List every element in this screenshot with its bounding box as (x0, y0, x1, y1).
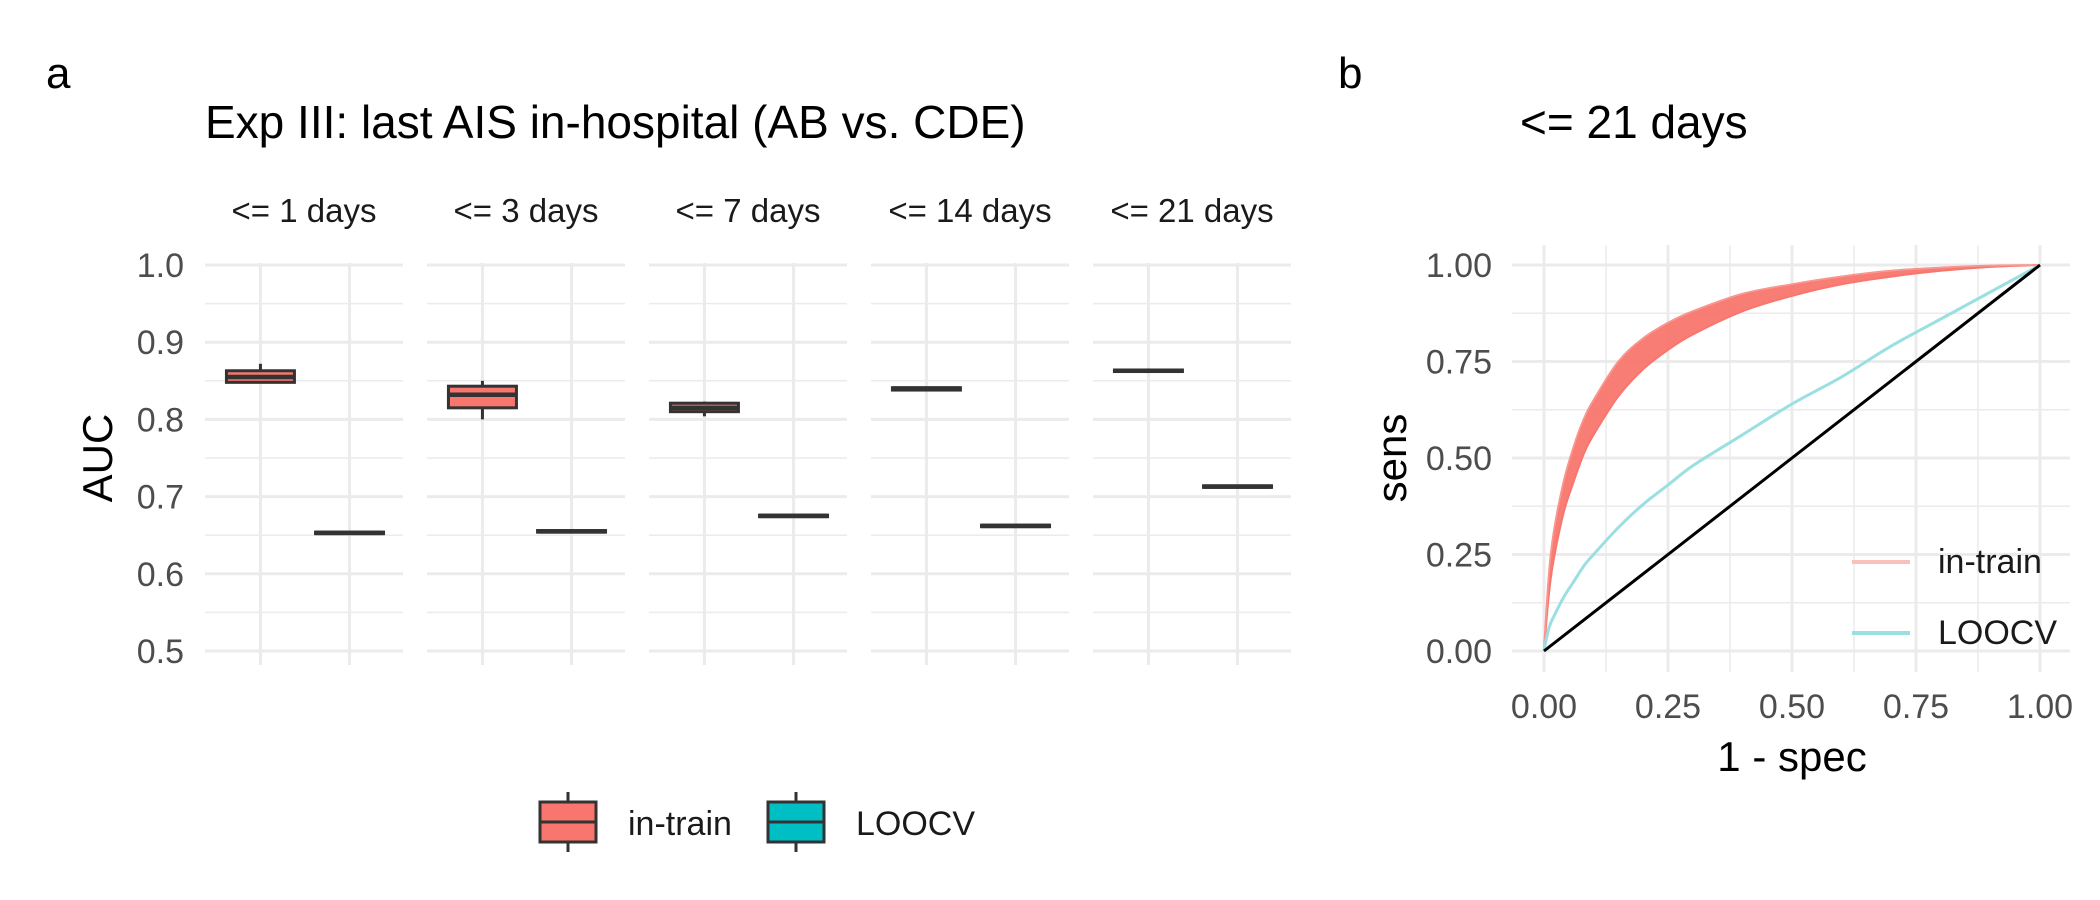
panel-b-x-tick-label: 0.75 (1883, 688, 1949, 726)
panel-a-grid (205, 263, 1291, 665)
facet-strip-label: <= 14 days (888, 192, 1051, 229)
panel-a-y-tick-label: 0.9 (137, 324, 184, 362)
chart-marks (224, 263, 2041, 852)
facet-strip-label: <= 3 days (454, 192, 599, 229)
panel-b-y-tick-label: 0.75 (1426, 344, 1492, 382)
facet-strip-label: <= 7 days (676, 192, 821, 229)
panel-b-x-tick-label: 0.25 (1635, 688, 1701, 726)
roc-curve-loocv (1542, 263, 2041, 652)
panel-a-y-tick-label: 0.5 (137, 633, 184, 671)
panel-a-y-tick-label: 0.6 (137, 556, 184, 594)
panel-b-y-tick-label: 0.00 (1426, 633, 1492, 671)
panel-a-y-tick-label: 0.8 (137, 401, 184, 439)
panel-b-x-tick-label: 0.00 (1511, 688, 1577, 726)
panel-b-x-tick-label: 0.50 (1759, 688, 1825, 726)
panel-b-y-tick-label: 1.00 (1426, 247, 1492, 285)
panel-b-x-tick-label: 1.00 (2007, 688, 2073, 726)
panel-b-legend-label: LOOCV (1938, 614, 2057, 652)
facet-strip-label: <= 21 days (1110, 192, 1273, 229)
panel-b-y-axis-label: sens (1368, 414, 1415, 503)
box-in-train (446, 384, 518, 410)
panel-a-y-tick-label: 1.0 (137, 247, 184, 285)
panel-a-y-axis-label: AUC (74, 414, 121, 503)
panel-b-tag: b (1338, 49, 1362, 98)
panel-b-y-tick-label: 0.50 (1426, 440, 1492, 478)
roc-reference-diagonal (1543, 263, 2041, 653)
chart-labels: a Exp III: last AIS in-hospital (AB vs. C… (46, 49, 2073, 843)
panel-a-y-tick-label: 0.7 (137, 479, 184, 517)
panel-a-tag: a (46, 49, 71, 98)
panel-a-title: Exp III: last AIS in-hospital (AB vs. CD… (205, 96, 1026, 148)
panel-b-y-tick-label: 0.25 (1426, 537, 1492, 575)
panel-b-x-axis-label: 1 - spec (1717, 733, 1866, 780)
panel-a-legend-label: in-train (628, 805, 732, 843)
facet-strip-label: <= 1 days (232, 192, 377, 229)
roc-curve-in-train-upper (1543, 264, 2041, 652)
panel-b-legend-label: in-train (1938, 543, 2042, 581)
panel-a-legend-label: LOOCV (856, 805, 975, 843)
panel-b-title: <= 21 days (1520, 96, 1748, 148)
